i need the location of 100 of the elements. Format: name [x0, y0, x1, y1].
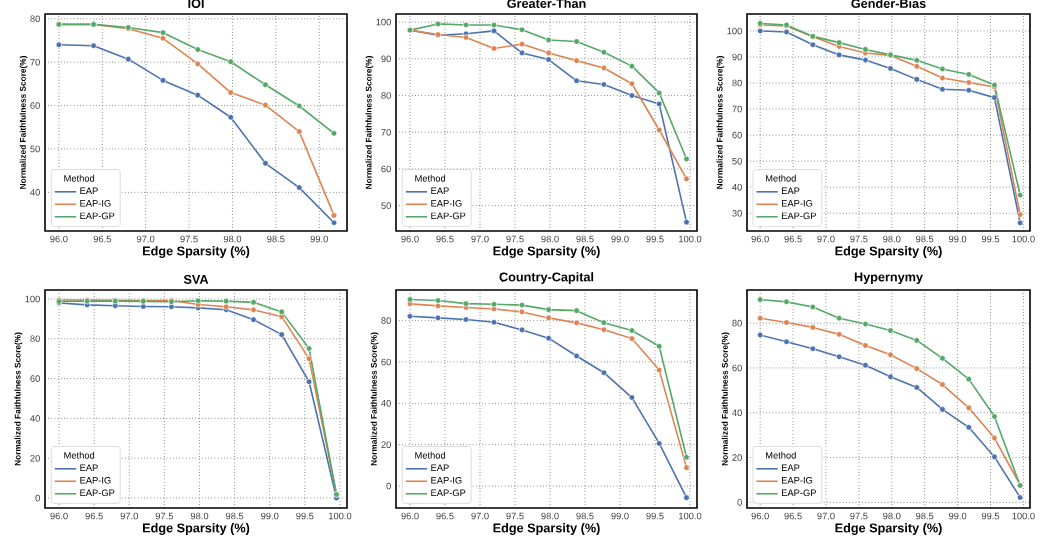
- x-axis-title: Edge Sparsity (%): [143, 523, 250, 535]
- x-tick-label: 97.0: [471, 235, 489, 243]
- y-tick-label: 40: [381, 400, 391, 407]
- y-tick-label: 60: [732, 131, 742, 139]
- legend-label: EAP-GP: [431, 489, 466, 497]
- legend-label: EAP-GP: [80, 212, 115, 220]
- y-tick-label: 50: [30, 145, 40, 153]
- x-tick-label: 98.5: [267, 235, 285, 243]
- x-tick-label: 96.5: [784, 235, 802, 243]
- x-tick-label: 98.0: [541, 512, 559, 520]
- legend-label: EAP-IG: [431, 477, 462, 484]
- x-tick-label: 97.0: [471, 512, 489, 520]
- y-axis-title: Normalized Faithfulness Score(%): [365, 56, 374, 189]
- x-tick-label: 97.5: [180, 235, 198, 243]
- x-tick-label: 97.5: [850, 512, 868, 520]
- legend-label: EAP-GP: [431, 212, 466, 220]
- y-tick-label: 80: [381, 317, 391, 324]
- y-tick-label: 80: [381, 92, 391, 99]
- y-tick-label: 60: [30, 102, 40, 109]
- x-tick-label: 99.5: [981, 512, 1000, 520]
- chart-title: SVA: [183, 274, 209, 284]
- x-tick-label: 97.5: [155, 512, 174, 520]
- x-axis-title: Edge Sparsity (%): [835, 523, 942, 535]
- y-axis-title: Normalized Faithfulness Score(%): [370, 332, 379, 466]
- x-tick-label: 99.5: [646, 235, 664, 243]
- y-axis-title: Normalized Faithfulness Score(%): [721, 332, 730, 466]
- x-tick-label: 99.5: [296, 512, 314, 520]
- x-tick-label: 98.5: [576, 512, 594, 520]
- x-tick-label: 100.0: [1012, 512, 1035, 520]
- x-tick-label: 99.0: [611, 235, 629, 243]
- x-tick-label: 99.0: [261, 512, 279, 520]
- x-tick-label: 96.0: [401, 512, 419, 520]
- chart-title: Country-Capital: [499, 272, 594, 284]
- y-tick-label: 50: [381, 202, 391, 209]
- x-tick-label: 100.0: [329, 512, 352, 520]
- x-tick-label: 96.0: [50, 235, 68, 243]
- legend-title: Method: [765, 174, 796, 182]
- legend-label: EAP-GP: [781, 212, 816, 220]
- legend-label: EAP: [80, 187, 98, 195]
- y-tick-label: 40: [30, 415, 40, 422]
- y-tick-label: 0: [35, 494, 40, 502]
- y-tick-label: 70: [381, 128, 391, 136]
- x-tick-label: 98.0: [883, 235, 901, 243]
- x-tick-label: 97.0: [137, 235, 155, 243]
- legend-label: EAP-IG: [431, 200, 462, 207]
- x-tick-label: 96.5: [784, 512, 802, 520]
- x-axis-title: Edge Sparsity (%): [143, 246, 250, 258]
- x-tick-label: 99.0: [948, 512, 967, 520]
- y-tick-label: 100: [727, 27, 742, 35]
- x-tick-label: 96.0: [751, 235, 769, 243]
- legend-title: Method: [64, 451, 95, 459]
- legend-title: Method: [765, 451, 796, 459]
- x-tick-label: 100.0: [679, 512, 702, 520]
- legend-label: EAP: [781, 187, 800, 195]
- x-tick-label: 98.5: [916, 235, 934, 243]
- x-tick-label: 100.0: [679, 235, 702, 243]
- y-tick-label: 100: [25, 295, 40, 303]
- x-tick-label: 99.5: [646, 512, 664, 520]
- x-tick-label: 99.0: [310, 235, 328, 243]
- legend-label: EAP: [431, 187, 449, 195]
- x-tick-label: 99.0: [611, 512, 629, 520]
- legend-title: Method: [415, 174, 446, 182]
- x-tick-label: 98.0: [883, 512, 901, 520]
- x-tick-label: 96.0: [401, 235, 419, 243]
- y-tick-label: 80: [30, 335, 40, 343]
- legend-label: EAP-IG: [80, 200, 111, 207]
- x-tick-label: 98.5: [916, 512, 934, 520]
- x-tick-label: 100.0: [1012, 235, 1035, 243]
- x-tick-label: 97.5: [506, 235, 524, 243]
- y-tick-label: 100: [376, 18, 391, 26]
- x-tick-label: 97.0: [817, 235, 835, 243]
- x-tick-label: 99.0: [948, 235, 967, 243]
- y-axis-title: Normalized Faithfulness Score(%): [14, 332, 23, 466]
- y-tick-label: 60: [381, 165, 391, 173]
- x-tick-label: 97.5: [850, 235, 868, 243]
- legend-label: EAP-GP: [781, 489, 816, 497]
- y-tick-label: 80: [30, 15, 40, 23]
- legend-label: EAP: [431, 464, 449, 471]
- y-tick-label: 90: [381, 55, 391, 63]
- legend-title: Method: [64, 174, 95, 182]
- x-tick-label: 98.0: [541, 235, 559, 243]
- y-tick-label: 60: [381, 358, 391, 366]
- y-tick-label: 20: [30, 454, 40, 462]
- x-tick-label: 97.5: [506, 512, 524, 520]
- y-tick-label: 0: [737, 499, 742, 506]
- x-tick-label: 96.5: [85, 512, 103, 520]
- x-tick-label: 96.0: [751, 512, 769, 520]
- y-axis-title: Normalized Faithfulness Score(%): [716, 56, 725, 189]
- y-tick-label: 80: [732, 79, 742, 87]
- x-tick-label: 98.0: [190, 512, 209, 520]
- legend-label: EAP-IG: [781, 477, 813, 484]
- y-tick-label: 60: [30, 375, 40, 382]
- x-axis-title: Edge Sparsity (%): [835, 246, 942, 258]
- y-tick-label: 70: [732, 105, 742, 113]
- legend-label: EAP-IG: [80, 477, 111, 484]
- y-tick-label: 50: [732, 157, 742, 165]
- x-axis-title: Edge Sparsity (%): [493, 523, 600, 535]
- legend-label: EAP-IG: [781, 200, 813, 207]
- y-tick-label: 70: [30, 58, 40, 66]
- y-tick-label: 20: [732, 454, 742, 461]
